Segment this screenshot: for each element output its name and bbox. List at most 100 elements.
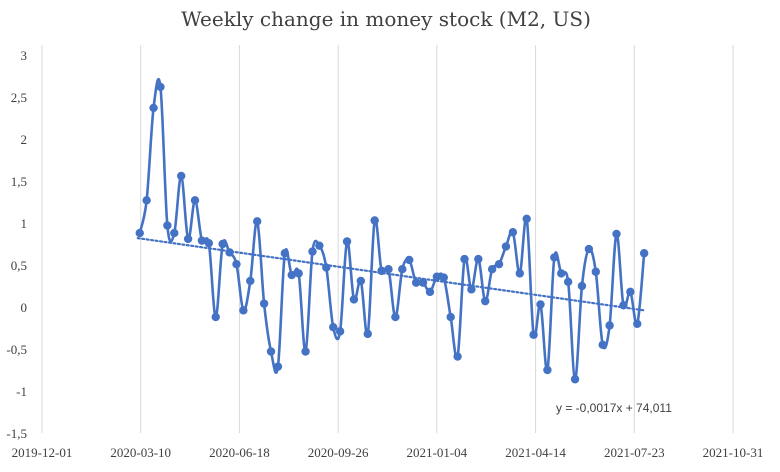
data-point (460, 254, 469, 264)
data-point (190, 196, 200, 205)
data-point (176, 171, 186, 181)
data-point (287, 270, 296, 280)
y-tick-label: 2 (21, 132, 28, 147)
x-tick-label: 2021-04-14 (505, 445, 566, 460)
trendline-equation: y = -0,0017x + 74,011 (556, 401, 672, 415)
data-point (363, 329, 372, 339)
x-tick-label: 2021-01-04 (407, 445, 468, 460)
data-point (494, 259, 504, 269)
data-point (474, 254, 483, 264)
chart-title: Weekly change in money stock (M2, US) (181, 7, 591, 31)
x-tick-label: 2020-09-26 (308, 445, 369, 460)
data-point (142, 196, 151, 205)
data-point (156, 82, 165, 92)
data-point (591, 267, 600, 276)
data-point (633, 319, 642, 328)
data-point (481, 296, 490, 306)
data-point (301, 347, 310, 356)
data-point (487, 265, 497, 274)
data-point (398, 265, 407, 274)
data-point (204, 238, 214, 248)
data-point (211, 312, 220, 322)
data-point (384, 265, 393, 274)
data-point (508, 228, 518, 237)
series-line (138, 77, 646, 381)
data-point (605, 321, 614, 330)
data-point (273, 362, 283, 371)
data-point (577, 281, 587, 291)
data-point (149, 103, 158, 113)
y-tick-label: 3 (21, 48, 28, 63)
y-tick-label: 0,5 (11, 258, 27, 273)
data-point (280, 249, 290, 258)
y-tick-label: -1,5 (6, 426, 27, 441)
data-point (197, 236, 207, 245)
data-point (515, 269, 524, 278)
data-point (370, 216, 379, 225)
data-point (377, 266, 386, 276)
y-tick-label: 0 (21, 300, 28, 315)
data-point (135, 228, 144, 238)
data-point (246, 276, 255, 286)
data-point (315, 241, 324, 250)
data-point (529, 330, 538, 339)
data-point (356, 276, 366, 286)
data-point (349, 295, 359, 304)
data-point (432, 272, 442, 281)
data-point (439, 273, 448, 282)
data-point (218, 239, 227, 249)
x-tick-label: 2020-06-18 (209, 445, 270, 460)
data-point (550, 253, 559, 262)
marker-group (135, 82, 649, 384)
x-tick-label: 2021-10-31 (703, 445, 764, 460)
data-point (626, 287, 635, 297)
vertical-gridlines (41, 45, 734, 433)
y-tick-label: 1 (21, 216, 28, 231)
data-point (598, 340, 607, 349)
data-point (335, 327, 345, 336)
axes: 2019-12-01 2020-03-10 2020-06-18 2020-09-26… (6, 48, 763, 460)
data-point (543, 365, 552, 375)
y-tick-label: 2,5 (11, 90, 27, 105)
y-tick-label: 1,5 (11, 174, 27, 189)
data-point (639, 249, 649, 258)
data-point (446, 312, 455, 322)
data-point (232, 259, 241, 269)
data-point (239, 306, 248, 315)
data-point (418, 278, 428, 287)
y-tick-label: -1 (16, 384, 27, 399)
data-point (308, 247, 317, 256)
data-point (322, 263, 331, 272)
data-point (467, 285, 476, 294)
data-point (405, 255, 414, 265)
y-tick-label: -0,5 (6, 342, 27, 357)
data-point (294, 269, 303, 278)
data-point (391, 312, 400, 322)
x-tick-label: 2021-07-23 (604, 445, 665, 460)
data-point (584, 244, 594, 254)
data-point (183, 234, 193, 244)
data-point (253, 217, 262, 226)
data-point (453, 352, 462, 361)
data-point (225, 248, 234, 257)
series-group (138, 77, 646, 381)
data-point (619, 301, 628, 310)
data-point (259, 299, 269, 308)
data-point (536, 300, 545, 309)
data-point (342, 237, 352, 246)
data-point (557, 269, 566, 278)
data-point (563, 277, 573, 286)
data-point (170, 228, 179, 238)
data-point (612, 229, 621, 239)
data-point (522, 214, 531, 223)
data-point (329, 322, 338, 332)
data-point (501, 242, 511, 251)
data-point (425, 287, 435, 297)
data-point (411, 278, 421, 287)
data-point (570, 375, 580, 384)
x-tick-label: 2020-03-10 (110, 445, 171, 460)
data-point (163, 221, 172, 230)
x-tick-label: 2019-12-01 (12, 445, 73, 460)
data-point (266, 347, 276, 356)
